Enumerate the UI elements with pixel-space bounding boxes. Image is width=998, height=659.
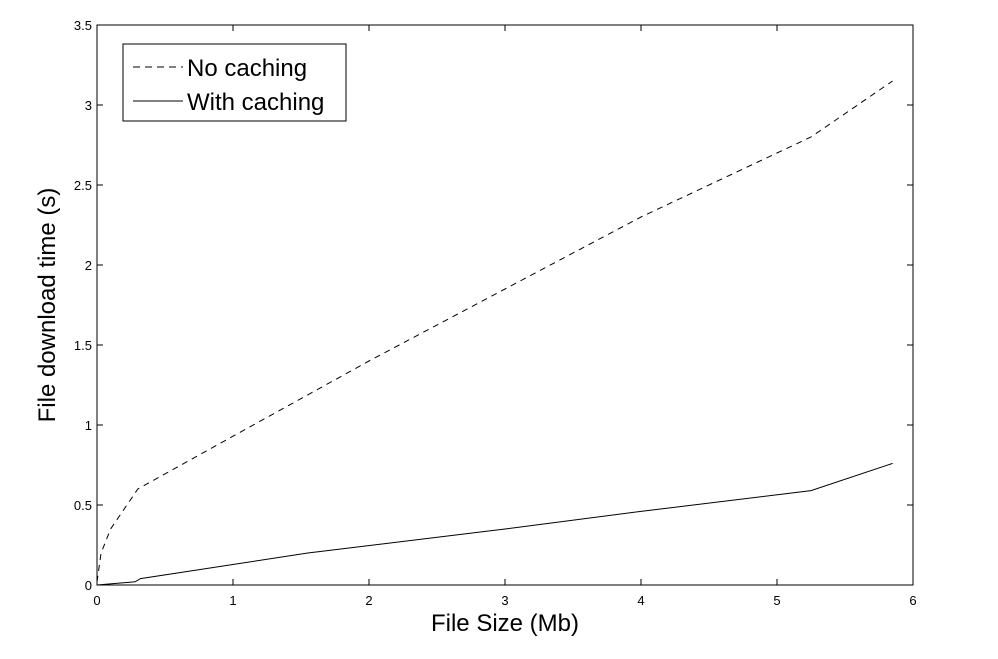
y-tick-label: 0 <box>85 578 92 593</box>
x-tick-label: 3 <box>501 593 508 608</box>
legend-label-with-caching: With caching <box>187 89 324 116</box>
y-tick-label: 3 <box>85 98 92 113</box>
y-tick-label: 1.5 <box>74 338 92 353</box>
y-tick-label: 2.5 <box>74 178 92 193</box>
legend-box <box>122 43 347 122</box>
series-line-no-caching <box>96 80 893 582</box>
x-tick-label: 4 <box>637 593 644 608</box>
x-axis-label: File Size (Mb) <box>431 610 579 637</box>
y-tick-label: 3.5 <box>74 18 92 33</box>
y-tick-label: 2 <box>85 258 92 273</box>
y-axis-label: File download time (s) <box>34 188 61 423</box>
legend-label-no-caching: No caching <box>187 55 307 82</box>
y-tick-label: 0.5 <box>74 498 92 513</box>
x-tick-label: 0 <box>93 593 100 608</box>
y-tick-label: 1 <box>85 418 92 433</box>
x-tick-label: 1 <box>229 593 236 608</box>
ticks-layer: 0 1 2 3 4 5 6 0 0.5 1 1.5 2 2.5 3 3.5 <box>74 18 917 608</box>
plot-frame <box>96 24 914 586</box>
series-line-with-caching <box>96 462 893 586</box>
series-layer <box>96 80 893 586</box>
x-tick-label: 2 <box>365 593 372 608</box>
x-tick-label: 5 <box>773 593 780 608</box>
x-tick-label: 6 <box>909 593 916 608</box>
legend: No caching With caching <box>122 43 347 122</box>
